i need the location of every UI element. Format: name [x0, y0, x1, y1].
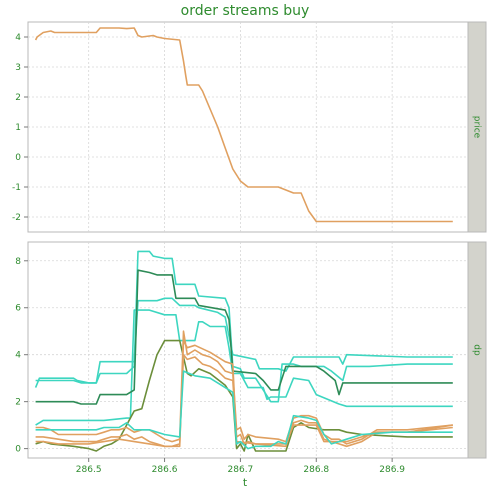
x-tick-label: 286.6 [152, 465, 178, 475]
x-tick-label: 286.5 [76, 465, 102, 475]
x-tick-label: 286.9 [379, 465, 405, 475]
x-axis-title: t [243, 476, 248, 489]
dp-series-line-8 [35, 370, 453, 450]
price-y-tick-label: -1 [12, 183, 21, 193]
price-strip-label: price [472, 116, 482, 139]
dp-strip-label: dp [472, 344, 482, 356]
price-y-tick-label: 4 [15, 33, 21, 43]
price-y-tick-label: 3 [15, 63, 21, 73]
x-axis: 286.5 286.6 286.7 286.8 286.9 [76, 458, 405, 475]
dp-y-tick-label: 8 [15, 257, 21, 267]
dp-y-tick-label: 6 [15, 304, 21, 314]
dp-strip [467, 241, 487, 459]
price-y-tick-label: -2 [12, 213, 21, 223]
dp-y-tick-label: 4 [15, 351, 21, 361]
x-tick-label: 286.8 [303, 465, 329, 475]
dp-y-tick-label: 0 [15, 445, 21, 455]
dp-series-line-1 [34, 297, 453, 388]
price-panel: -2 -1 0 1 2 3 4 price [12, 21, 487, 233]
dp-series-line-4 [35, 339, 453, 452]
x-tick-label: 286.7 [228, 465, 254, 475]
dp-panel-background [27, 241, 469, 459]
dp-panel: 0 2 4 6 8 dp [15, 241, 487, 459]
dp-series-line-3 [35, 269, 453, 405]
price-series-line-0 [34, 27, 453, 223]
dp-y-tick-label: 2 [15, 398, 21, 408]
price-y-tick-label: 0 [15, 153, 21, 163]
chart-title: order streams buy [181, 3, 310, 19]
price-strip [467, 21, 487, 233]
dp-series-line-6 [35, 353, 453, 448]
price-y-tick-label: 2 [15, 93, 21, 103]
dp-series-line-2 [35, 309, 453, 426]
price-y-tick-label: 1 [15, 123, 21, 133]
dp-series-line-7 [35, 339, 453, 448]
dp-series-line-0 [35, 250, 453, 403]
